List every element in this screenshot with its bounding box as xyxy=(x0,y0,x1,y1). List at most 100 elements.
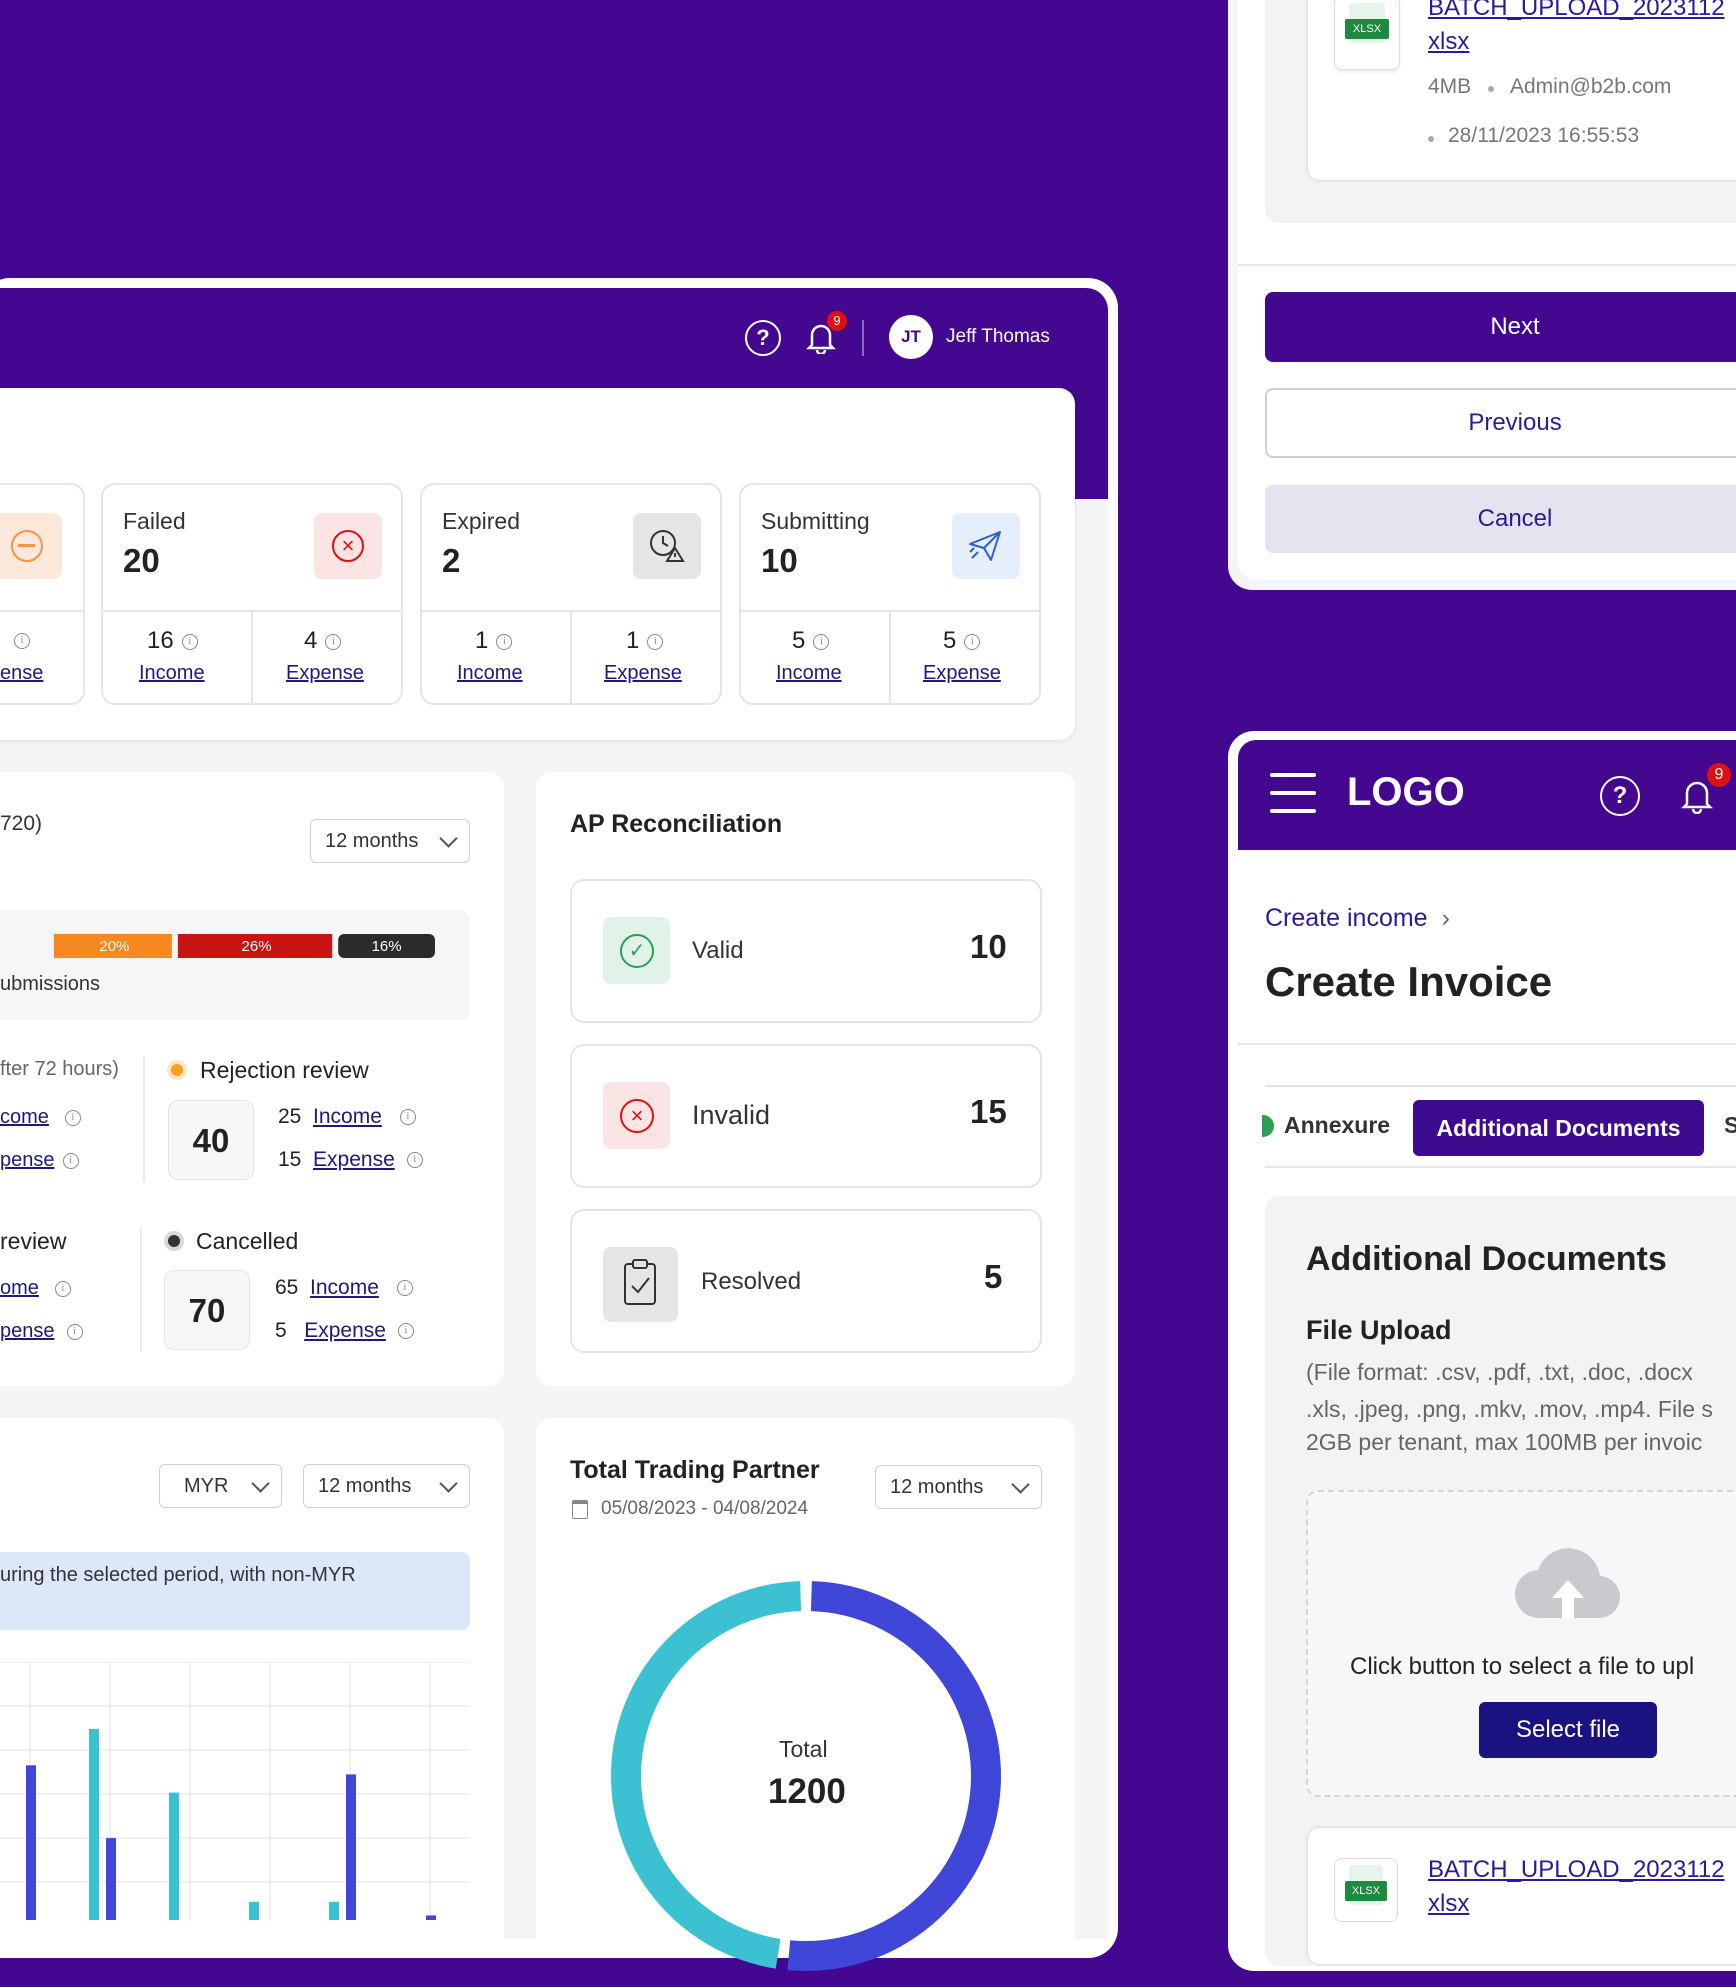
breadcrumb[interactable]: Create income › xyxy=(1265,904,1450,933)
left-top-income[interactable]: come i xyxy=(0,1106,81,1129)
upload-divider xyxy=(1238,264,1736,266)
valid-value: 10 xyxy=(970,928,1007,965)
hamburger-menu-icon[interactable] xyxy=(1270,773,1316,813)
upload-hint-1: (File format: .csv, .pdf, .txt, .doc, .d… xyxy=(1306,1359,1693,1385)
info-icon: i xyxy=(181,633,198,650)
minus-bar xyxy=(18,544,35,547)
rejection-total: 40 xyxy=(168,1100,254,1180)
page-title: Create Invoice xyxy=(1265,958,1553,1005)
menu-line xyxy=(1270,791,1316,795)
breadcrumb-link[interactable]: Create income xyxy=(1265,904,1428,932)
menu-line xyxy=(1270,809,1316,813)
income-link[interactable]: Income xyxy=(313,1105,382,1128)
partial-card-divider xyxy=(0,610,85,612)
rejection-title: Rejection review xyxy=(200,1057,369,1083)
chevron-down-icon xyxy=(439,1473,458,1493)
avatar[interactable]: JT xyxy=(889,315,933,359)
bell-icon[interactable] xyxy=(805,320,837,359)
mobile-logo: LOGO xyxy=(1347,770,1465,814)
donut-svg xyxy=(611,1581,1001,1971)
expense-link[interactable]: Expense xyxy=(304,1319,386,1342)
chart-bar xyxy=(169,1792,179,1920)
expired-divider xyxy=(420,610,722,612)
notification-badge: 9 xyxy=(827,311,847,331)
income-link[interactable]: come xyxy=(0,1106,49,1128)
info-icon: i xyxy=(813,633,830,650)
upload-title: File Upload xyxy=(1306,1315,1452,1345)
currency-dropdown[interactable]: MYR xyxy=(159,1464,282,1508)
expired-expense-link[interactable]: Expense xyxy=(604,662,682,684)
section-title: Additional Documents xyxy=(1306,1240,1667,1278)
expense-link[interactable]: Expense xyxy=(313,1148,395,1171)
next-button[interactable]: Next xyxy=(1265,292,1736,362)
info-icon: i xyxy=(647,633,664,650)
mobile-file-name[interactable]: BATCH_UPLOAD_2023112 xyxy=(1428,1856,1725,1883)
chart-bar xyxy=(249,1901,259,1920)
cloud-upload-icon xyxy=(1512,1540,1624,1629)
partial-expense-link[interactable]: ense xyxy=(0,662,44,684)
cancelled-income-row: 65 Income i xyxy=(275,1276,413,1300)
submitting-income-link[interactable]: Income xyxy=(776,662,842,684)
expense-link[interactable]: pense xyxy=(0,1149,55,1171)
mobile-file-ext[interactable]: xlsx xyxy=(1428,1890,1470,1917)
user-name[interactable]: Jeff Thomas xyxy=(946,326,1050,347)
title-divider xyxy=(1238,1043,1736,1045)
submitting-value: 10 xyxy=(761,542,798,579)
progress-bar: 16% 26% 20% xyxy=(0,934,435,958)
help-icon[interactable]: ? xyxy=(1600,776,1640,816)
donut-slice xyxy=(787,1581,1001,1971)
currency-period-dropdown[interactable]: 12 months xyxy=(303,1464,470,1508)
expired-income-link[interactable]: Income xyxy=(457,662,523,684)
left-bottom-label: review xyxy=(0,1228,67,1254)
bell-icon[interactable] xyxy=(1680,776,1714,819)
failed-value: 20 xyxy=(123,542,160,579)
submitting-expense-link[interactable]: Expense xyxy=(923,662,1001,684)
left-bottom-expense[interactable]: pense i xyxy=(0,1320,83,1343)
info-icon: i xyxy=(397,1323,414,1340)
submissions-period-dropdown[interactable]: 12 months xyxy=(310,819,470,863)
resolved-label: Resolved xyxy=(701,1268,802,1295)
progress-caption: ubmissions xyxy=(0,973,101,995)
select-file-button[interactable]: Select file xyxy=(1479,1702,1657,1758)
trading-period-dropdown[interactable]: 12 months xyxy=(875,1465,1042,1509)
cancel-button[interactable]: Cancel xyxy=(1265,485,1736,553)
left-bottom-income[interactable]: ome i xyxy=(0,1277,71,1300)
income-link[interactable]: Income xyxy=(310,1276,379,1299)
failed-income-link[interactable]: Income xyxy=(139,662,205,684)
info-icon: i xyxy=(325,633,342,650)
info-icon: i xyxy=(14,633,30,649)
rejection-expense-row: 15 Expense i xyxy=(278,1148,423,1172)
failed-expense-link[interactable]: Expense xyxy=(286,662,364,684)
calendar-icon xyxy=(572,1500,588,1519)
bar-segment xyxy=(338,934,435,958)
info-icon: i xyxy=(396,1280,413,1297)
vertical-divider xyxy=(140,1226,142,1352)
tab-additional-documents[interactable]: Additional Documents xyxy=(1413,1100,1704,1156)
expired-col-divider xyxy=(570,612,572,703)
invalid-label: Invalid xyxy=(692,1100,771,1130)
tab-annexure[interactable]: Annexure xyxy=(1284,1112,1391,1138)
x-circle-icon: × xyxy=(620,1099,654,1133)
x-circle-icon: × xyxy=(332,530,364,562)
info-icon: i xyxy=(406,1152,423,1169)
left-top-expense[interactable]: pense i xyxy=(0,1149,79,1172)
tab-next-partial[interactable]: S xyxy=(1724,1112,1736,1138)
submitting-title: Submitting xyxy=(761,508,870,534)
expense-link[interactable]: pense xyxy=(0,1320,55,1342)
bar-chart xyxy=(0,1661,470,1927)
submitting-divider xyxy=(739,610,1041,612)
upload-file-ext[interactable]: xlsx xyxy=(1428,28,1470,55)
expired-value: 2 xyxy=(442,542,461,579)
notification-badge: 9 xyxy=(1707,763,1731,787)
resolved-value: 5 xyxy=(984,1258,1003,1295)
bar-segment xyxy=(53,934,172,958)
previous-button[interactable]: Previous xyxy=(1265,388,1736,458)
clipboard-check-icon xyxy=(623,1258,657,1313)
help-icon[interactable]: ? xyxy=(745,320,781,356)
rejection-dot xyxy=(171,1064,183,1076)
income-link[interactable]: ome xyxy=(0,1277,39,1299)
upload-file-name[interactable]: BATCH_UPLOAD_2023112 xyxy=(1428,0,1725,21)
